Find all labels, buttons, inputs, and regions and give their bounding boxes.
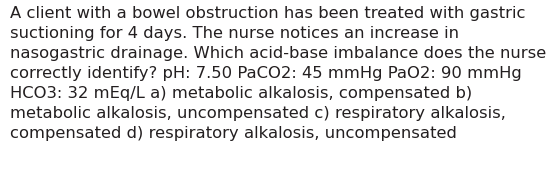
Text: A client with a bowel obstruction has been treated with gastric
suctioning for 4: A client with a bowel obstruction has be… xyxy=(10,6,546,141)
